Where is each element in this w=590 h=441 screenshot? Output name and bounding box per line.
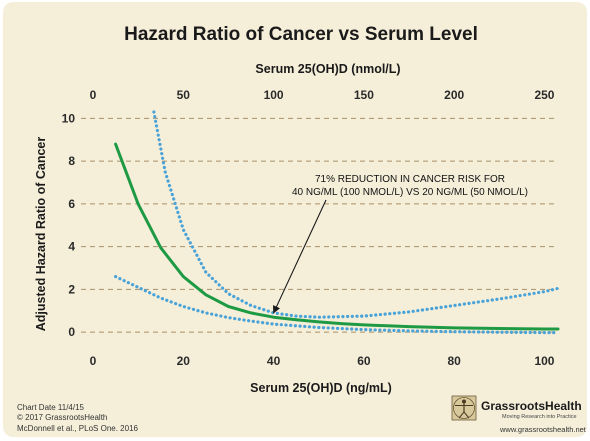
top-tick-label: 100 xyxy=(264,88,284,102)
y-tick-label: 4 xyxy=(68,240,75,254)
footer-chart-date: Chart Date 11/4/15 xyxy=(17,403,85,412)
footer-citation: McDonnell et al., PLoS One. 2016 xyxy=(17,424,139,433)
top-axis-title: Serum 25(OH)D (nmol/L) xyxy=(255,62,400,76)
x-tick-label: 100 xyxy=(534,354,554,368)
x-axis-ticks: 0 20 40 60 80 100 xyxy=(90,354,555,368)
series-line-dotted xyxy=(152,110,560,319)
annotation-line-1: 71% REDUCTION IN CANCER RISK FOR xyxy=(315,174,505,185)
y-tick-label: 6 xyxy=(68,197,75,211)
x-tick-label: 60 xyxy=(357,354,371,368)
annotation-line-2: 40 NG/ML (100 NMOL/L) VS 20 NG/ML (50 NM… xyxy=(292,187,528,198)
top-tick-label: 200 xyxy=(444,88,464,102)
y-axis-ticks: 0 2 4 6 8 10 xyxy=(62,111,76,339)
y-tick-label: 2 xyxy=(68,282,75,296)
y-axis-title: Adjusted Hazard Ratio of Cancer xyxy=(34,137,48,332)
series-line-solid xyxy=(114,142,560,331)
top-tick-label: 50 xyxy=(177,88,191,102)
chart-card: Hazard Ratio of Cancer vs Serum Level Se… xyxy=(3,2,587,437)
chart-title: Hazard Ratio of Cancer vs Serum Level xyxy=(124,24,478,45)
top-tick-label: 0 xyxy=(90,88,97,102)
top-tick-label: 250 xyxy=(534,88,554,102)
chart: Hazard Ratio of Cancer vs Serum Level Se… xyxy=(17,24,587,434)
series-layer xyxy=(113,110,560,335)
brand-url: www.grassrootshealth.net xyxy=(499,425,587,434)
series-line-dotted xyxy=(113,275,560,335)
footer-copyright: © 2017 GrassrootsHealth xyxy=(17,413,107,422)
top-tick-label: 150 xyxy=(354,88,374,102)
x-axis-title: Serum 25(OH)D (ng/mL) xyxy=(250,381,392,395)
annotation-arrow xyxy=(273,199,327,314)
top-axis-ticks: 0 50 100 150 200 250 xyxy=(90,88,555,102)
y-tick-label: 0 xyxy=(68,325,75,339)
x-tick-label: 40 xyxy=(267,354,281,368)
vitruvian-man-logo-icon xyxy=(451,395,477,421)
brand-tagline: Moving Research into Practice xyxy=(502,414,577,420)
y-tick-label: 10 xyxy=(62,111,76,125)
x-tick-label: 0 xyxy=(90,354,97,368)
brand-name: GrassrootsHealth xyxy=(481,399,582,413)
y-tick-label: 8 xyxy=(68,154,75,168)
x-tick-label: 20 xyxy=(177,354,191,368)
x-tick-label: 80 xyxy=(447,354,461,368)
